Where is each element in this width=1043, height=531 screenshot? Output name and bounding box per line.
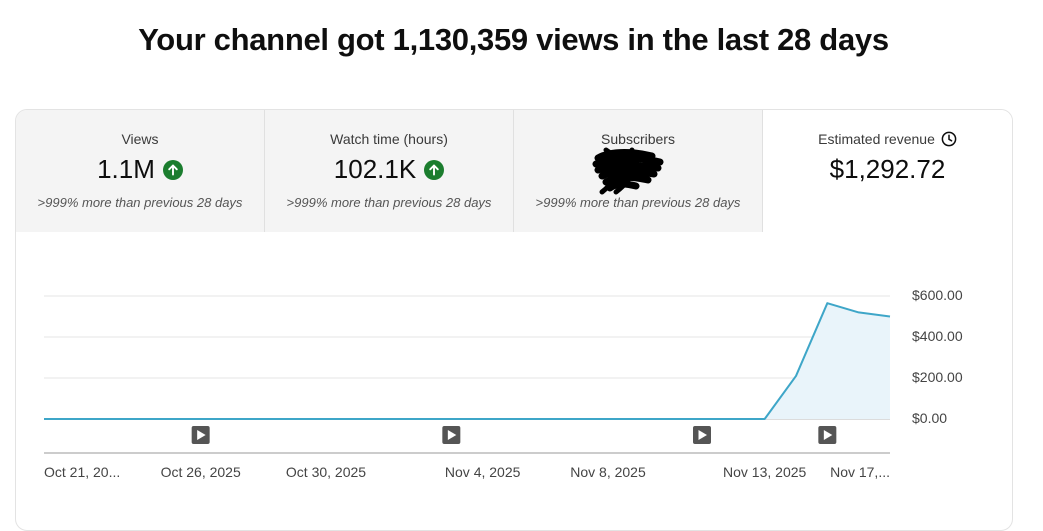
- analytics-card: Views 1.1M >999% more than previous 28 d…: [15, 109, 1013, 531]
- tab-subscribers[interactable]: Subscribers >999% more than previous 28 …: [514, 110, 763, 232]
- series-line: [44, 302, 891, 420]
- y-tick-label: $0.00: [912, 410, 947, 426]
- x-tick-label: Nov 17,...: [830, 464, 890, 480]
- metric-tabs: Views 1.1M >999% more than previous 28 d…: [16, 110, 1012, 232]
- redaction-scribble: [592, 147, 664, 195]
- revenue-chart-svg: $600.00 $400.00 $200.00 $0.00 Oct 21, 20... O…: [44, 287, 963, 480]
- arrow-up-icon: [424, 159, 445, 180]
- tab-views[interactable]: Views 1.1M >999% more than previous 28 d…: [16, 110, 265, 232]
- y-tick-label: $400.00: [912, 328, 963, 344]
- tab-comparison: >999% more than previous 28 days: [535, 195, 741, 210]
- tab-label: Views: [121, 131, 159, 147]
- x-tick-label: Nov 8, 2025: [570, 464, 646, 480]
- series-area: [44, 303, 890, 419]
- tab-comparison: >999% more than previous 28 days: [37, 195, 243, 210]
- play-icon-glyph: [197, 430, 206, 440]
- x-tick-label: Nov 4, 2025: [445, 464, 521, 480]
- tab-watch-time[interactable]: Watch time (hours) 102.1K >999% more tha…: [265, 110, 514, 232]
- play-icon-glyph: [447, 430, 457, 440]
- x-tick-label: Oct 26, 2025: [161, 464, 241, 480]
- tab-value: 1.1M: [97, 154, 155, 184]
- tab-label: Watch time (hours): [330, 131, 448, 147]
- y-tick-label: $600.00: [912, 287, 963, 303]
- revenue-chart: $600.00 $400.00 $200.00 $0.00 Oct 21, 20... O…: [16, 232, 1012, 530]
- arrow-up-icon: [162, 159, 183, 180]
- play-icon-glyph: [698, 430, 707, 440]
- x-tick-label: Oct 30, 2025: [286, 464, 366, 480]
- page-title: Your channel got 1,130,359 views in the …: [138, 22, 889, 57]
- tab-value: $1,292.72: [829, 154, 946, 184]
- clock-icon[interactable]: [941, 131, 957, 150]
- tab-label: Estimated revenue: [818, 131, 935, 148]
- tab-label: Subscribers: [601, 131, 675, 147]
- x-tick-label: Oct 21, 20...: [44, 464, 120, 480]
- tab-estimated-revenue[interactable]: Estimated revenue $1,292.72: [763, 110, 1012, 232]
- tab-comparison: >999% more than previous 28 days: [286, 195, 492, 210]
- tab-value: 102.1K: [333, 154, 417, 184]
- y-tick-label: $200.00: [912, 369, 963, 385]
- play-icon-glyph: [823, 430, 833, 440]
- x-tick-label: Nov 13, 2025: [723, 464, 806, 480]
